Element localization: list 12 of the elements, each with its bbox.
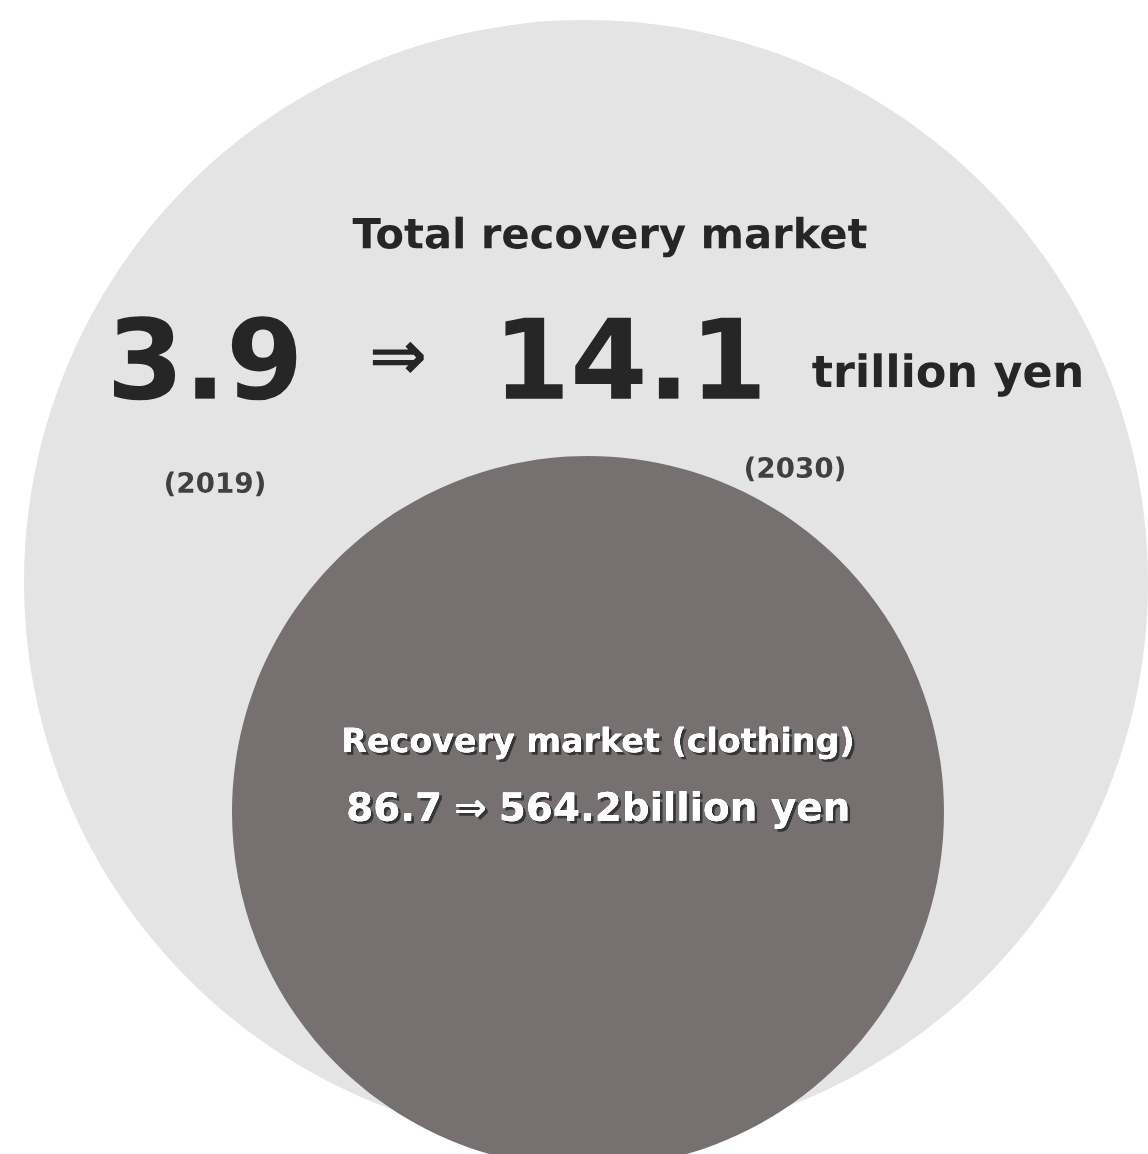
- category-label: (2019): [166, 471, 264, 497]
- data-label: 564.2: [501, 791, 622, 825]
- category-label: (2030): [746, 456, 844, 482]
- text: trillion yen: [812, 353, 1081, 397]
- data-label: 3.9: [114, 316, 297, 401]
- text: Total recovery market: [352, 216, 867, 258]
- data-label: 14.1: [505, 317, 760, 399]
- text: ⇒: [456, 799, 485, 818]
- data-label: 86.7: [348, 791, 442, 825]
- series-label: Recovery market (clothing): [344, 726, 855, 763]
- text: ⇒: [372, 341, 424, 374]
- text: billion yen: [625, 791, 851, 832]
